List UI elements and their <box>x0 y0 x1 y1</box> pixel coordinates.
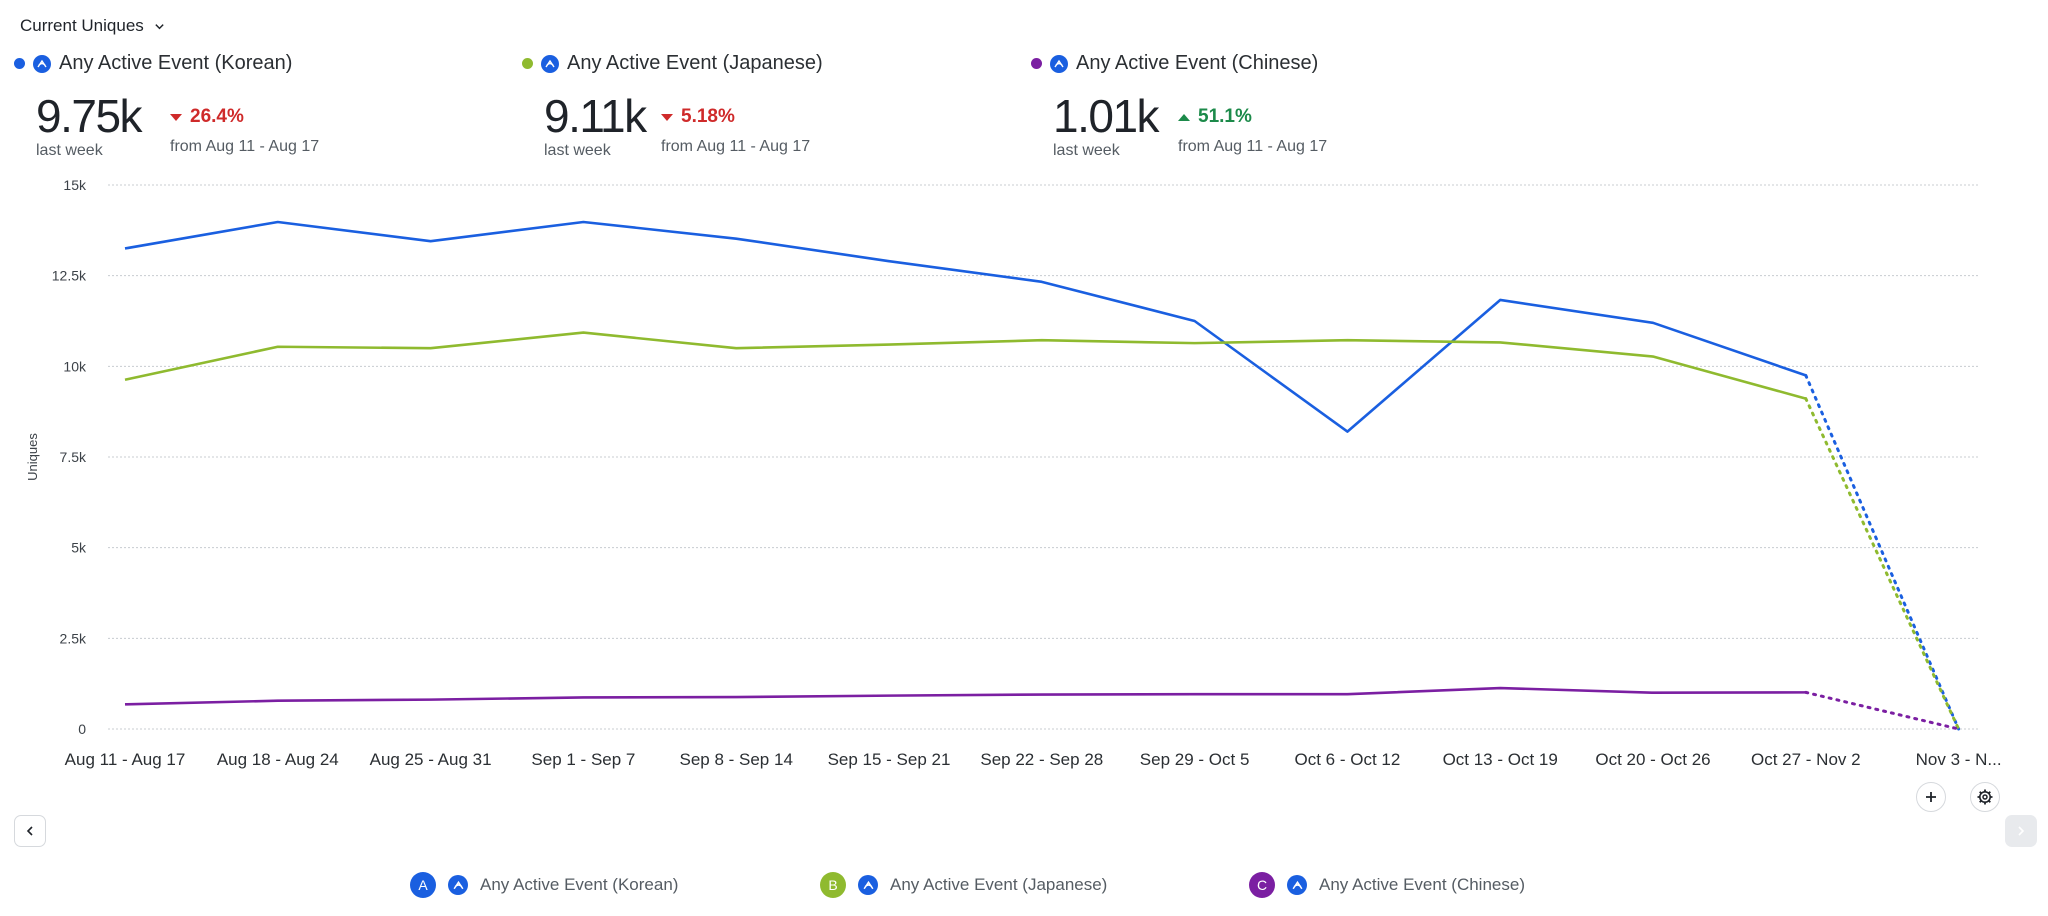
arrow-down-icon <box>170 113 182 121</box>
series-color-dot <box>14 58 25 69</box>
series-label: Any Active Event (Korean) <box>59 52 293 74</box>
legend-letter: A <box>410 872 436 898</box>
series-delta-value: 5.18% <box>681 106 735 127</box>
series-delta: 26.4% <box>170 106 319 128</box>
x-tick-label: Oct 6 - Oct 12 <box>1294 750 1400 769</box>
x-tick-label: Sep 15 - Sep 21 <box>828 750 951 769</box>
plus-icon <box>1926 792 1936 802</box>
y-tick-label: 5k <box>71 540 87 556</box>
series-summary-chinese: Any Active Event (Chinese) <box>1031 52 1318 75</box>
series-color-dot <box>522 58 533 69</box>
x-tick-label: Sep 1 - Sep 7 <box>531 750 635 769</box>
event-icon <box>33 54 51 73</box>
arrow-up-icon <box>1178 113 1190 121</box>
series-delta-value: 51.1% <box>1198 106 1252 127</box>
x-tick-label: Oct 27 - Nov 2 <box>1751 750 1861 769</box>
series-summary-japanese: Any Active Event (Japanese) <box>522 52 823 75</box>
series-delta: 51.1% <box>1178 106 1327 128</box>
series-label: Any Active Event (Japanese) <box>567 52 823 74</box>
series-line-incomplete <box>1804 373 1961 731</box>
add-button[interactable] <box>1916 782 1946 812</box>
x-tick-label: Sep 8 - Sep 14 <box>679 750 792 769</box>
x-tick-label: Sep 29 - Oct 5 <box>1140 750 1250 769</box>
x-tick-label: Aug 11 - Aug 17 <box>65 750 186 769</box>
series-stats-japanese: 9.11k last week 5.18% from Aug 11 - Aug … <box>544 92 810 160</box>
legend-label: Any Active Event (Chinese) <box>1319 875 1525 894</box>
series-stats-chinese: 1.01k last week 51.1% from Aug 11 - Aug … <box>1053 92 1327 160</box>
series-value: 1.01k <box>1053 90 1160 142</box>
series-from: from Aug 11 - Aug 17 <box>170 138 320 155</box>
y-axis-title: Uniques <box>25 433 40 481</box>
series-value: 9.11k <box>544 90 647 142</box>
y-tick-label: 15k <box>63 177 87 193</box>
event-icon <box>448 875 468 895</box>
legend-letter: C <box>1249 872 1275 898</box>
y-tick-label: 0 <box>78 721 86 737</box>
y-tick-label: 12.5k <box>52 268 87 284</box>
y-tick-label: 2.5k <box>60 630 87 646</box>
previous-page-button[interactable] <box>14 815 46 847</box>
gear-icon <box>1977 789 1993 805</box>
legend-item-c[interactable]: C Any Active Event (Chinese) <box>1249 872 1525 898</box>
event-icon <box>858 875 878 895</box>
event-icon <box>1050 54 1068 73</box>
series-summary-korean: Any Active Event (Korean) <box>14 52 292 75</box>
legend-label: Any Active Event (Korean) <box>480 875 679 894</box>
x-tick-label: Oct 20 - Oct 26 <box>1595 750 1710 769</box>
legend-item-b[interactable]: B Any Active Event (Japanese) <box>820 872 1107 898</box>
x-tick-label: Aug 25 - Aug 31 <box>370 750 492 769</box>
series-delta-value: 26.4% <box>190 106 244 127</box>
series-line <box>124 220 1807 433</box>
series-line <box>124 686 1806 706</box>
arrow-down-icon <box>661 113 673 121</box>
metric-dropdown[interactable]: Current Uniques <box>20 16 165 36</box>
x-tick-label: Sep 22 - Sep 28 <box>980 750 1103 769</box>
series-color-dot <box>1031 58 1042 69</box>
chart-settings-button[interactable] <box>1970 782 2000 812</box>
y-tick-label: 10k <box>63 358 87 374</box>
event-icon <box>541 54 559 73</box>
series-label: Any Active Event (Chinese) <box>1076 52 1319 74</box>
series-period: last week <box>544 142 611 159</box>
legend-letter: B <box>820 872 846 898</box>
series-from: from Aug 11 - Aug 17 <box>1178 138 1328 155</box>
legend-item-a[interactable]: A Any Active Event (Korean) <box>410 872 678 898</box>
legend-label: Any Active Event (Japanese) <box>890 875 1108 894</box>
series-line <box>124 331 1807 400</box>
line-chart: 0 2.5k 5k 7.5k 10k 12.5k 15k Uniques Aug 11 - Au… <box>25 177 2002 769</box>
series-value: 9.75k <box>36 90 143 142</box>
chevron-right-icon <box>2018 826 2025 836</box>
series-line-incomplete <box>1804 690 1961 731</box>
series-period: last week <box>36 142 103 159</box>
x-tick-label: Nov 3 - N... <box>1916 750 2002 769</box>
chevron-down-icon <box>155 23 164 29</box>
series-period: last week <box>1053 142 1120 159</box>
x-tick-label: Aug 18 - Aug 24 <box>217 750 339 769</box>
y-tick-label: 7.5k <box>60 449 87 465</box>
x-tick-label: Oct 13 - Oct 19 <box>1443 750 1558 769</box>
series-line-incomplete <box>1804 397 1961 731</box>
next-page-button[interactable] <box>2005 815 2037 847</box>
series-from: from Aug 11 - Aug 17 <box>661 138 811 155</box>
chevron-left-icon <box>26 826 33 836</box>
event-icon <box>1287 875 1307 895</box>
metric-dropdown-label: Current Uniques <box>20 16 144 35</box>
series-delta: 5.18% <box>661 106 810 128</box>
series-stats-korean: 9.75k last week 26.4% from Aug 11 - Aug … <box>36 92 319 160</box>
